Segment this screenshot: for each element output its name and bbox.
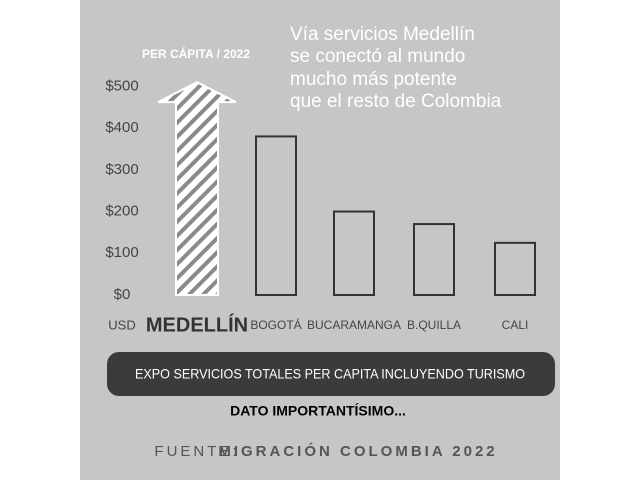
source-prefix: FUENTE: xyxy=(154,443,239,460)
banner-text: EXPO SERVICIOS TOTALES PER CAPITA INCLUY… xyxy=(135,366,525,382)
bar xyxy=(494,241,536,296)
y-tick-label: $400 xyxy=(105,119,138,136)
y-tick-label: $500 xyxy=(105,77,138,94)
title-line: que el resto de Colombia xyxy=(290,91,502,112)
x-tick-label: CALI xyxy=(502,318,529,332)
x-tick-label: B.QUILLA xyxy=(407,318,461,332)
banner xyxy=(107,352,555,396)
y-tick-label: $200 xyxy=(105,203,138,220)
x-tick-label: BOGOTÁ xyxy=(250,317,301,332)
x-tick-label: MEDELLÍN xyxy=(146,313,248,336)
source: MIGRACIÓN COLOMBIA 2022 xyxy=(218,442,497,460)
title-line: Vía servicios Medellín xyxy=(290,24,475,45)
highlight-arrow-bar xyxy=(157,81,237,296)
background-panel xyxy=(80,0,560,480)
subtitle: PER CÁPITA / 2022 xyxy=(142,46,250,61)
title-line: se conectó al mundo xyxy=(290,46,465,67)
y-unit: USD xyxy=(108,317,135,332)
title: Vía servicios Medellín se conectó al mun… xyxy=(290,24,502,112)
bar xyxy=(333,210,375,297)
y-tick-label: $0 xyxy=(114,286,131,303)
y-tick-label: $300 xyxy=(105,161,138,178)
bar xyxy=(255,135,297,296)
x-tick-label: BUCARAMANGA xyxy=(307,318,401,332)
note: DATO IMPORTANTÍSIMO... xyxy=(230,403,406,419)
bar xyxy=(413,223,455,296)
y-tick-label: $100 xyxy=(105,244,138,261)
title-line: mucho más potente xyxy=(290,69,457,90)
